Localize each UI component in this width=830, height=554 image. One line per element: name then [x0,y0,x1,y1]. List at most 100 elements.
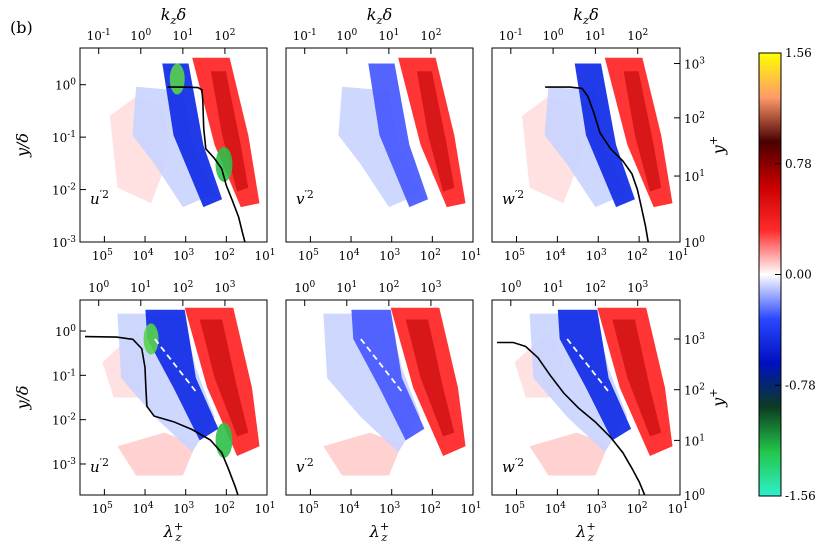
panel-annotation: v′2 [296,456,314,476]
top-tick-label: 10-1 [499,28,523,43]
heatmap-region [623,71,662,192]
bottom-tick-label: 105 [298,501,319,516]
right-tick-label: 101 [684,169,705,184]
heatmap-region [117,432,196,476]
heatmap-bottom-w [497,307,673,495]
right-tick-label: 100 [684,235,705,250]
top-tick-label: 101 [585,28,606,43]
bottom-tick-label: 101 [460,248,481,263]
left-tick-label: 10-2 [52,183,76,198]
heatmap-top-u [109,57,260,242]
bottom-tick-label: 105 [504,501,525,516]
top-tick-label: 102 [378,280,399,295]
bottom-tick-label: 103 [173,248,194,263]
panel-frame [79,299,268,496]
colorbar-tick-label: -1.56 [785,489,816,503]
right-tick-label: 102 [684,111,705,126]
top-tick-label: 102 [585,280,606,295]
top-tick-label: 102 [627,28,648,43]
top-tick-label: 101 [336,280,357,295]
bottom-tick-label: 105 [92,248,113,263]
panel-frame [491,299,681,496]
heatmap-bottom-v [323,307,466,476]
heatmap-region [215,146,233,182]
bottom-tick-label: 104 [133,248,154,263]
top-tick-label: 100 [294,280,315,295]
bottom-tick-label: 102 [214,248,235,263]
bottom-tick-label: 101 [254,501,275,516]
dashed-guide [154,338,197,393]
bottom-tick-label: 101 [460,501,481,516]
x-axis-label: λ+ z [575,519,596,544]
top-tick-label: 103 [420,280,441,295]
left-axis-label: y/δ [13,385,32,410]
right-tick-label: 103 [684,332,705,347]
panel-frame [285,299,474,496]
right-tick-label: 103 [684,57,705,72]
right-axis-label: y+ [706,136,728,156]
panel-annotation: u′2 [90,188,109,208]
bottom-tick-label: 101 [667,501,688,516]
top-tick-label: 10-1 [293,28,317,43]
bottom-tick-label: 102 [627,248,648,263]
panel-frame [491,47,681,243]
right-axis-label: y+ [706,388,728,408]
bottom-tick-label: 103 [173,501,194,516]
panel-bottom-v: 105 104 103 102 101 100 101 102 103 v′2 λ+ z [285,280,482,544]
bottom-tick-label: 103 [586,248,607,263]
bottom-tick-label: 103 [586,501,607,516]
panel-label: (b) [10,18,33,37]
top-axis-label: kzδ [573,5,598,27]
x-axis-label: λ+ z [163,519,184,544]
x-axis-label: λ+ z [369,519,390,544]
left-tick-label: 10-3 [52,235,76,250]
bottom-tick-label: 101 [254,248,275,263]
heatmap-top-v [338,57,466,208]
profile-line [84,335,239,495]
profile-line [497,341,646,495]
heatmap-region [210,71,249,192]
colorbar-tick-label: 0.78 [785,157,812,171]
panel-frame [285,47,474,243]
heatmap-region [143,323,159,355]
top-tick-label: 101 [172,28,193,43]
bottom-tick-label: 101 [667,248,688,263]
heatmap-region [368,63,429,208]
top-axis-label: kzδ [367,5,392,27]
colorbar-tick-label: 0.00 [785,268,812,282]
heatmap-region [323,432,402,476]
panel-top-v: 105 104 103 102 101 10-1 100 101 102 kzδ v′2 [285,5,482,263]
dashed-guide [360,338,403,393]
bottom-tick-label: 102 [214,501,235,516]
left-tick-label: 10-2 [52,413,76,428]
panel-annotation: v′2 [296,188,314,208]
profile-line [167,86,246,242]
top-tick-label: 101 [378,28,399,43]
bottom-tick-label: 105 [92,501,113,516]
left-tick-label: 10-1 [52,130,76,145]
bottom-tick-label: 104 [339,248,360,263]
top-tick-label: 100 [500,280,521,295]
bottom-tick-label: 104 [545,501,566,516]
heatmap-region [215,422,233,458]
panel-frame [79,47,268,243]
left-tick-label: 100 [55,78,76,93]
left-tick-label: 10-1 [52,368,76,383]
top-axis-label: kzδ [161,5,186,27]
top-tick-label: 100 [543,28,564,43]
bottom-tick-label: 104 [545,248,566,263]
heatmap-region [612,319,662,437]
panel-bottom-u: 105 104 103 102 101 100 101 102 103 100 10-1 10-2 10… [13,280,276,544]
top-tick-label: 102 [214,28,235,43]
top-tick-label: 101 [543,280,564,295]
right-tick-label: 100 [684,488,705,503]
colorbar-tick-label: -0.78 [785,378,816,392]
top-tick-label: 103 [214,280,235,295]
heatmap-region [162,63,223,208]
bottom-tick-label: 104 [133,501,154,516]
colorbar: 1.56 0.78 0.00 -0.78 -1.56 [758,46,816,503]
